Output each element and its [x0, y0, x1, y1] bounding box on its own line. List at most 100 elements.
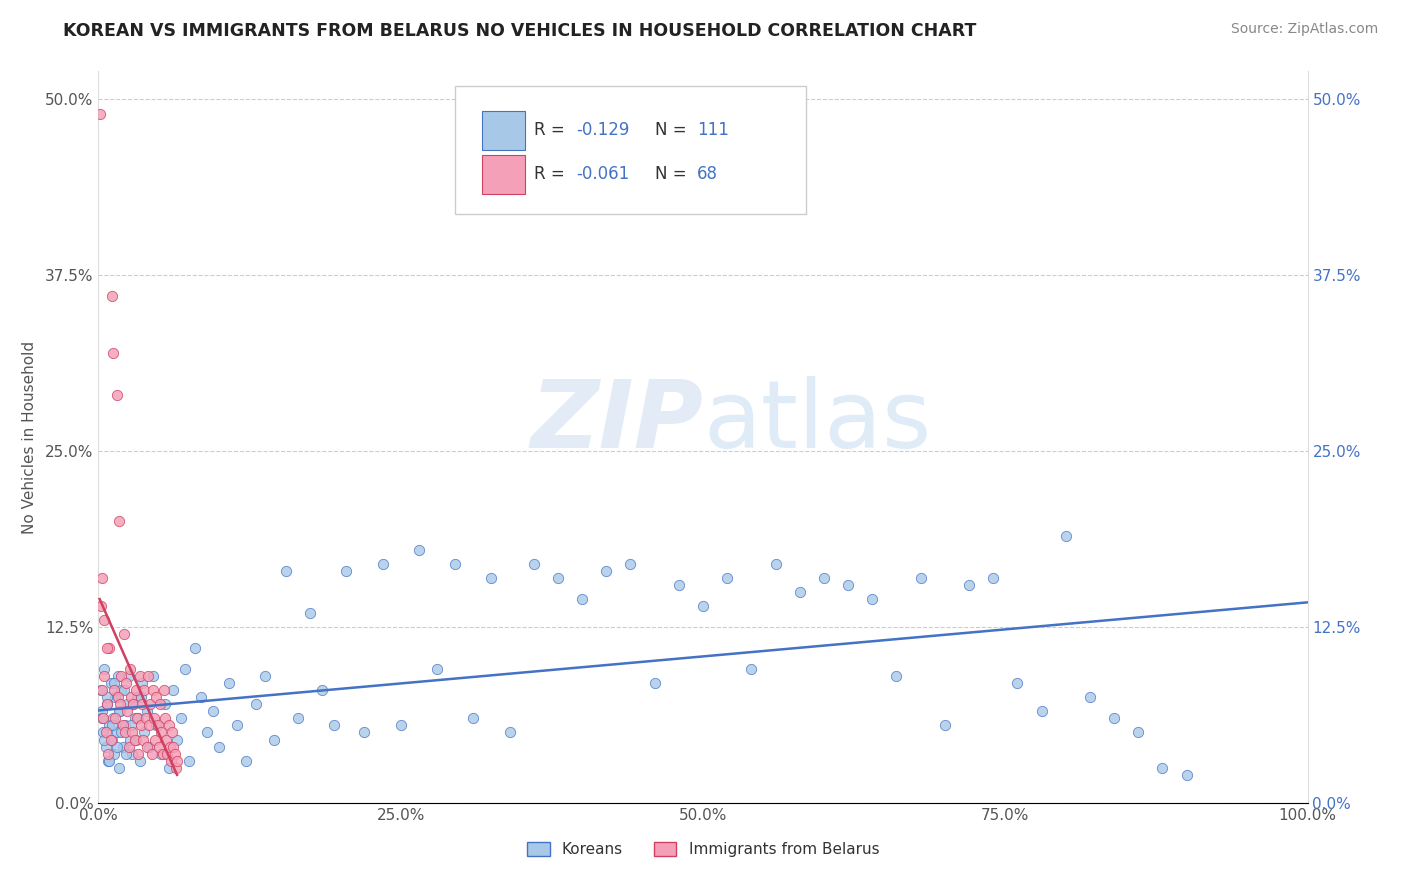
Point	[111, 739, 134, 754]
Point	[910, 571, 932, 585]
Point	[547, 571, 569, 585]
Point	[97, 747, 120, 761]
Point	[692, 599, 714, 613]
Point	[157, 718, 180, 732]
Point	[100, 676, 122, 690]
Point	[105, 739, 128, 754]
Point	[127, 747, 149, 761]
Point	[153, 698, 176, 712]
Point	[108, 705, 131, 719]
Point	[96, 690, 118, 705]
Point	[103, 676, 125, 690]
Point	[110, 669, 132, 683]
Text: R =: R =	[534, 121, 569, 139]
Point	[169, 711, 191, 725]
Point	[957, 578, 980, 592]
Point	[101, 711, 124, 725]
Point	[111, 718, 134, 732]
Point	[90, 683, 112, 698]
Point	[96, 698, 118, 712]
Point	[523, 557, 546, 571]
Point	[150, 747, 173, 761]
Point	[122, 698, 145, 712]
Point	[141, 747, 163, 761]
Point	[125, 732, 148, 747]
Point	[96, 698, 118, 712]
Point	[103, 683, 125, 698]
Point	[148, 739, 170, 754]
Point	[112, 627, 135, 641]
Point	[128, 754, 150, 768]
Point	[860, 591, 883, 606]
Point	[129, 690, 152, 705]
Point	[131, 676, 153, 690]
Point	[149, 698, 172, 712]
Point	[389, 718, 412, 732]
Point	[789, 584, 811, 599]
Text: R =: R =	[534, 165, 569, 183]
FancyBboxPatch shape	[482, 111, 526, 151]
Point	[107, 690, 129, 705]
Point	[124, 711, 146, 725]
Text: ZIP: ZIP	[530, 376, 703, 468]
Point	[136, 669, 159, 683]
Point	[1078, 690, 1101, 705]
Point	[107, 669, 129, 683]
Point	[195, 725, 218, 739]
Point	[145, 690, 167, 705]
Point	[135, 705, 157, 719]
Text: -0.129: -0.129	[576, 121, 630, 139]
Point	[152, 747, 174, 761]
Point	[108, 705, 131, 719]
Point	[94, 739, 117, 754]
Point	[408, 542, 430, 557]
Point	[166, 732, 188, 747]
Point	[94, 725, 117, 739]
Point	[152, 683, 174, 698]
Point	[91, 725, 114, 739]
Point	[108, 698, 131, 712]
Point	[287, 711, 309, 725]
Point	[166, 754, 188, 768]
Point	[105, 725, 128, 739]
Point	[162, 683, 184, 698]
Text: 68: 68	[697, 165, 718, 183]
Point	[100, 289, 122, 303]
Text: -0.061: -0.061	[576, 165, 630, 183]
Text: atlas: atlas	[703, 376, 931, 468]
Point	[837, 578, 859, 592]
Point	[138, 739, 160, 754]
Point	[101, 345, 124, 359]
Point	[105, 388, 128, 402]
Point	[426, 662, 449, 676]
Point	[311, 683, 333, 698]
Point	[91, 571, 114, 585]
Point	[110, 683, 132, 698]
Point	[179, 754, 201, 768]
Point	[129, 718, 152, 732]
Point	[1054, 528, 1077, 542]
Point	[93, 732, 115, 747]
Point	[934, 718, 956, 732]
Text: Source: ZipAtlas.com: Source: ZipAtlas.com	[1230, 22, 1378, 37]
Point	[93, 662, 115, 676]
Point	[142, 669, 165, 683]
Point	[108, 515, 131, 529]
Point	[353, 725, 375, 739]
Text: N =: N =	[655, 121, 692, 139]
Text: 111: 111	[697, 121, 728, 139]
Point	[299, 606, 322, 620]
Point	[235, 754, 257, 768]
Point	[765, 557, 787, 571]
Point	[135, 739, 157, 754]
Point	[1031, 705, 1053, 719]
Point	[145, 718, 167, 732]
Point	[90, 599, 112, 613]
Point	[118, 739, 141, 754]
Point	[97, 754, 120, 768]
Point	[245, 698, 267, 712]
Point	[110, 725, 132, 739]
Point	[128, 669, 150, 683]
Point	[115, 676, 138, 690]
Point	[89, 106, 111, 120]
